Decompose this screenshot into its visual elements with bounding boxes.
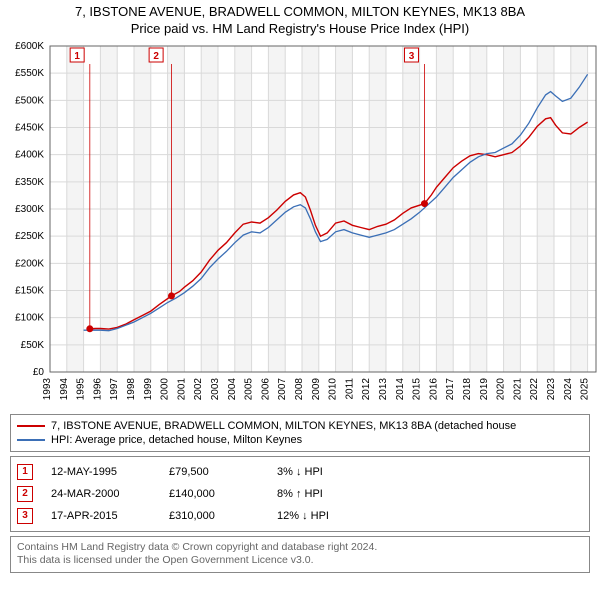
svg-text:2015: 2015: [412, 377, 423, 400]
svg-text:1998: 1998: [126, 377, 137, 400]
table-row: 3 17-APR-2015 £310,000 12% ↓ HPI: [17, 505, 583, 527]
row-price: £310,000: [169, 510, 259, 522]
svg-text:2022: 2022: [529, 377, 540, 400]
svg-text:1: 1: [74, 51, 80, 62]
svg-text:2025: 2025: [580, 377, 591, 400]
price-chart: £0 £50K £100K £150K £200K £250K £300K £350K £400…: [0, 40, 600, 410]
svg-text:1994: 1994: [59, 377, 70, 400]
svg-text:£100K: £100K: [15, 312, 44, 323]
legend-item: 7, IBSTONE AVENUE, BRADWELL COMMON, MILT…: [17, 419, 583, 433]
svg-text:£500K: £500K: [15, 95, 44, 106]
row-price: £140,000: [169, 488, 259, 500]
legend-item: HPI: Average price, detached house, Milt…: [17, 433, 583, 447]
svg-text:£200K: £200K: [15, 258, 44, 269]
row-marker: 1: [17, 464, 33, 480]
title-line1: 7, IBSTONE AVENUE, BRADWELL COMMON, MILT…: [4, 4, 596, 21]
legend-label: HPI: Average price, detached house, Milt…: [51, 434, 302, 446]
svg-text:2017: 2017: [445, 377, 456, 400]
legend-swatch: [17, 425, 45, 427]
svg-text:2002: 2002: [193, 377, 204, 400]
legend: 7, IBSTONE AVENUE, BRADWELL COMMON, MILT…: [10, 414, 590, 452]
svg-text:2012: 2012: [361, 377, 372, 400]
row-date: 12-MAY-1995: [51, 466, 151, 478]
svg-text:2009: 2009: [311, 377, 322, 400]
table-row: 1 12-MAY-1995 £79,500 3% ↓ HPI: [17, 461, 583, 483]
svg-text:1997: 1997: [109, 377, 120, 400]
svg-text:2007: 2007: [277, 377, 288, 400]
svg-text:2: 2: [153, 51, 159, 62]
svg-text:2024: 2024: [563, 377, 574, 400]
svg-text:2011: 2011: [344, 377, 355, 399]
row-marker: 3: [17, 508, 33, 524]
row-pct: 3% ↓ HPI: [277, 466, 387, 478]
svg-text:£400K: £400K: [15, 149, 44, 160]
row-price: £79,500: [169, 466, 259, 478]
svg-text:2019: 2019: [479, 377, 490, 400]
row-marker: 2: [17, 486, 33, 502]
svg-text:2001: 2001: [176, 377, 187, 400]
row-date: 17-APR-2015: [51, 510, 151, 522]
svg-text:2000: 2000: [160, 377, 171, 400]
svg-text:1995: 1995: [76, 377, 87, 400]
svg-text:3: 3: [409, 51, 415, 62]
svg-text:2014: 2014: [395, 377, 406, 400]
svg-text:2006: 2006: [260, 377, 271, 400]
svg-text:£450K: £450K: [15, 122, 44, 133]
legend-swatch: [17, 439, 45, 441]
licence-line1: Contains HM Land Registry data © Crown c…: [17, 541, 583, 555]
svg-text:1999: 1999: [143, 377, 154, 400]
row-pct: 12% ↓ HPI: [277, 510, 387, 522]
transactions-table: 1 12-MAY-1995 £79,500 3% ↓ HPI 2 24-MAR-…: [10, 456, 590, 532]
svg-text:£0: £0: [33, 367, 45, 378]
svg-text:2023: 2023: [546, 377, 557, 400]
svg-text:£550K: £550K: [15, 68, 44, 79]
chart-title: 7, IBSTONE AVENUE, BRADWELL COMMON, MILT…: [0, 0, 600, 40]
svg-text:£150K: £150K: [15, 285, 44, 296]
table-row: 2 24-MAR-2000 £140,000 8% ↑ HPI: [17, 483, 583, 505]
svg-text:2004: 2004: [227, 377, 238, 400]
svg-text:£250K: £250K: [15, 231, 44, 242]
row-pct: 8% ↑ HPI: [277, 488, 387, 500]
licence-notice: Contains HM Land Registry data © Crown c…: [10, 536, 590, 573]
svg-text:2003: 2003: [210, 377, 221, 400]
svg-text:£300K: £300K: [15, 204, 44, 215]
svg-text:2020: 2020: [496, 377, 507, 400]
svg-text:2008: 2008: [294, 377, 305, 400]
svg-text:2013: 2013: [378, 377, 389, 400]
legend-label: 7, IBSTONE AVENUE, BRADWELL COMMON, MILT…: [51, 420, 516, 432]
svg-text:1996: 1996: [92, 377, 103, 400]
licence-line2: This data is licensed under the Open Gov…: [17, 554, 583, 568]
svg-text:£350K: £350K: [15, 177, 44, 188]
svg-text:2021: 2021: [512, 377, 523, 400]
svg-text:1993: 1993: [42, 377, 53, 400]
svg-text:2018: 2018: [462, 377, 473, 400]
svg-text:2005: 2005: [244, 377, 255, 400]
row-date: 24-MAR-2000: [51, 488, 151, 500]
title-line2: Price paid vs. HM Land Registry's House …: [4, 21, 596, 38]
svg-text:2010: 2010: [328, 377, 339, 400]
svg-text:£600K: £600K: [15, 41, 44, 52]
svg-text:£50K: £50K: [21, 340, 45, 351]
svg-text:2016: 2016: [428, 377, 439, 400]
